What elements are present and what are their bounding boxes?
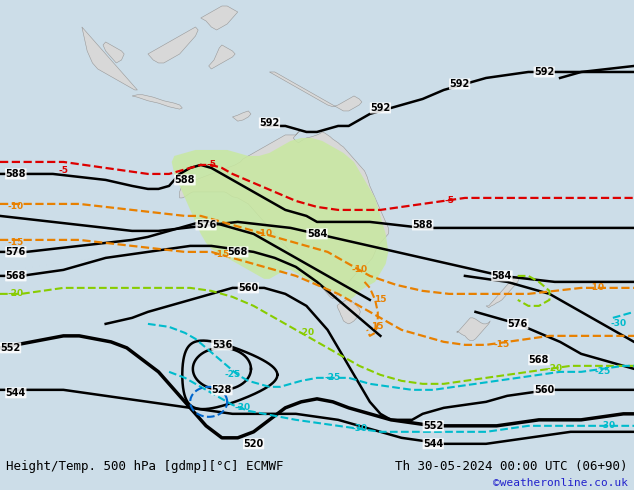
Polygon shape bbox=[132, 95, 183, 109]
Text: 576: 576 bbox=[6, 247, 26, 257]
Polygon shape bbox=[457, 318, 490, 341]
Text: -5: -5 bbox=[444, 196, 454, 205]
Text: -30: -30 bbox=[600, 421, 616, 430]
Text: 552: 552 bbox=[423, 421, 443, 431]
Text: 15: 15 bbox=[372, 322, 384, 331]
Text: -30: -30 bbox=[351, 424, 367, 433]
Text: -5: -5 bbox=[206, 160, 216, 170]
Text: 576: 576 bbox=[508, 319, 528, 329]
Polygon shape bbox=[179, 131, 389, 299]
Text: 576: 576 bbox=[196, 220, 216, 230]
Text: ©weatheronline.co.uk: ©weatheronline.co.uk bbox=[493, 478, 628, 488]
Text: 592: 592 bbox=[450, 79, 470, 89]
Text: -15: -15 bbox=[8, 239, 24, 247]
Text: -10: -10 bbox=[256, 229, 272, 239]
Polygon shape bbox=[103, 42, 124, 63]
Text: -10: -10 bbox=[589, 283, 605, 293]
Polygon shape bbox=[201, 6, 238, 30]
Text: -30: -30 bbox=[235, 403, 251, 413]
Text: 584: 584 bbox=[307, 229, 327, 239]
Text: 588: 588 bbox=[6, 169, 26, 179]
Text: 560: 560 bbox=[238, 283, 259, 293]
Text: 592: 592 bbox=[534, 67, 554, 77]
Text: 592: 592 bbox=[259, 118, 280, 128]
Text: 552: 552 bbox=[1, 343, 21, 353]
Text: 544: 544 bbox=[423, 439, 443, 449]
Text: -5: -5 bbox=[58, 167, 68, 175]
Polygon shape bbox=[82, 27, 138, 90]
Polygon shape bbox=[233, 111, 251, 121]
Polygon shape bbox=[269, 72, 362, 111]
Text: Height/Temp. 500 hPa [gdmp][°C] ECMWF: Height/Temp. 500 hPa [gdmp][°C] ECMWF bbox=[6, 460, 284, 473]
Text: -20: -20 bbox=[8, 290, 24, 298]
Text: -25: -25 bbox=[224, 370, 240, 379]
Text: 544: 544 bbox=[6, 388, 26, 398]
Polygon shape bbox=[172, 138, 388, 300]
Text: 588: 588 bbox=[412, 220, 433, 230]
Text: 560: 560 bbox=[534, 385, 554, 395]
Text: -20: -20 bbox=[299, 328, 314, 338]
Text: -25: -25 bbox=[594, 368, 611, 376]
Polygon shape bbox=[486, 276, 519, 308]
Polygon shape bbox=[209, 45, 235, 69]
Text: 520: 520 bbox=[243, 439, 264, 449]
Text: -20: -20 bbox=[547, 365, 563, 373]
Text: -25: -25 bbox=[325, 373, 341, 382]
Polygon shape bbox=[337, 300, 360, 324]
Text: 568: 568 bbox=[6, 271, 26, 281]
Text: 536: 536 bbox=[212, 340, 232, 350]
Text: -15: -15 bbox=[214, 250, 230, 259]
Text: -30: -30 bbox=[610, 319, 626, 328]
Text: 588: 588 bbox=[174, 175, 195, 185]
Text: -10: -10 bbox=[351, 266, 367, 274]
Text: 584: 584 bbox=[492, 271, 512, 281]
Text: 568: 568 bbox=[529, 355, 549, 365]
Polygon shape bbox=[148, 27, 198, 63]
Text: 15: 15 bbox=[374, 295, 387, 304]
Text: 528: 528 bbox=[212, 385, 232, 395]
Text: -15: -15 bbox=[494, 341, 510, 349]
Text: 568: 568 bbox=[228, 247, 248, 257]
Text: -10: -10 bbox=[8, 202, 24, 211]
Text: 592: 592 bbox=[370, 103, 391, 113]
Text: Th 30-05-2024 00:00 UTC (06+90): Th 30-05-2024 00:00 UTC (06+90) bbox=[395, 460, 628, 473]
